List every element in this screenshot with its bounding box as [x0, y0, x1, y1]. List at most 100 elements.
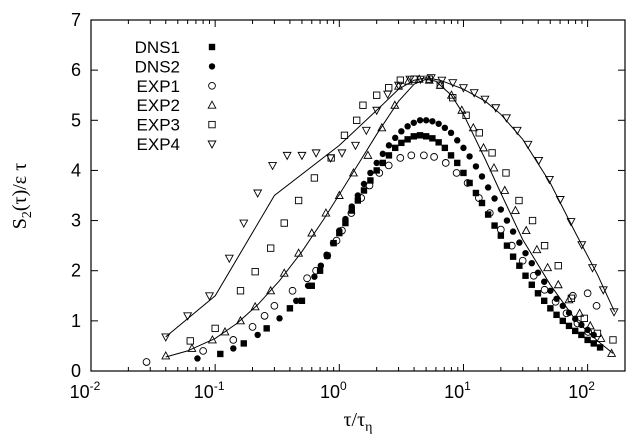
- data-point: [509, 228, 517, 235]
- x-tick-label: 100: [320, 379, 347, 402]
- y-tick-label: 5: [71, 110, 81, 130]
- data-point: [373, 91, 381, 99]
- data-point: [429, 118, 436, 125]
- data-point: [478, 173, 486, 180]
- data-point: [522, 272, 529, 279]
- data-point: [510, 205, 520, 214]
- data-point: [308, 282, 315, 289]
- data-point: [553, 279, 563, 289]
- data-point: [507, 241, 516, 250]
- data-point: [512, 126, 522, 136]
- data-point: [405, 75, 415, 85]
- data-point: [578, 331, 585, 339]
- data-point: [500, 185, 510, 194]
- data-point: [449, 94, 457, 102]
- y-tick-label: 1: [71, 311, 81, 331]
- data-point: [240, 340, 247, 347]
- data-point: [472, 163, 480, 170]
- data-point: [365, 181, 374, 190]
- data-point: [298, 297, 306, 304]
- data-point: [288, 286, 297, 295]
- legend-label: DNS2: [135, 57, 180, 76]
- data-point: [332, 236, 341, 245]
- data-point: [348, 167, 359, 177]
- legend-label: EXP3: [137, 116, 180, 135]
- data-point: [398, 139, 405, 147]
- data-point: [410, 133, 417, 140]
- y-tick-label: 6: [71, 60, 81, 80]
- data-point: [426, 74, 436, 83]
- data-point: [416, 117, 424, 124]
- data-point: [403, 76, 413, 85]
- data-point: [541, 278, 548, 285]
- data-point: [385, 142, 393, 149]
- data-point: [528, 216, 537, 225]
- data-point: [325, 154, 336, 163]
- data-point: [474, 194, 483, 202]
- series-exp2: [161, 74, 617, 360]
- data-point: [435, 139, 442, 146]
- data-point: [307, 228, 317, 237]
- data-point: [321, 208, 331, 217]
- data-point: [575, 308, 585, 317]
- data-point: [462, 111, 470, 119]
- legend-marker: [208, 63, 216, 70]
- data-point: [161, 333, 171, 342]
- data-point: [543, 262, 553, 272]
- data-point: [404, 123, 411, 130]
- data-point: [559, 317, 566, 325]
- data-point: [452, 169, 461, 177]
- data-point: [607, 348, 617, 357]
- data-point: [491, 195, 498, 202]
- data-point: [194, 355, 201, 362]
- data-point: [375, 169, 384, 177]
- data-point: [379, 159, 386, 167]
- data-point: [503, 217, 511, 224]
- data-point: [379, 150, 386, 158]
- data-point: [337, 149, 347, 158]
- fit-curve-1: [165, 78, 614, 358]
- y-axis-label: S2(τ)/ε τ: [9, 163, 35, 229]
- data-point: [457, 105, 467, 114]
- data-point: [529, 271, 538, 280]
- data-point: [251, 268, 259, 276]
- y-tick-label: 3: [71, 211, 81, 231]
- data-point: [266, 285, 276, 295]
- data-point: [469, 89, 479, 98]
- data-point: [522, 249, 529, 257]
- data-point: [585, 320, 595, 330]
- data-point: [424, 75, 434, 84]
- data-point: [484, 211, 492, 218]
- data-point: [565, 309, 573, 317]
- data-point: [540, 241, 549, 250]
- legend-marker: [208, 81, 216, 90]
- data-point: [229, 336, 238, 344]
- data-point: [429, 135, 436, 142]
- data-point: [540, 285, 549, 294]
- x-axis-label: τ/τη: [344, 409, 373, 435]
- data-point: [489, 162, 499, 172]
- data-point: [323, 251, 332, 260]
- x-tick-label: 101: [444, 379, 471, 402]
- x-tick-label: 102: [568, 379, 595, 402]
- data-point: [577, 241, 587, 250]
- data-point: [161, 351, 171, 360]
- data-point: [496, 225, 505, 234]
- data-point: [236, 287, 245, 295]
- data-point: [276, 315, 283, 322]
- data-point: [342, 219, 349, 227]
- data-point: [447, 129, 455, 137]
- data-point: [267, 244, 275, 252]
- data-point: [566, 218, 576, 227]
- data-point: [361, 126, 371, 136]
- data-point: [441, 159, 450, 167]
- legend-label: EXP1: [137, 77, 180, 96]
- data-point: [578, 321, 585, 329]
- data-point: [441, 144, 449, 152]
- data-point: [253, 189, 263, 198]
- data-point: [336, 227, 343, 234]
- data-point: [367, 169, 374, 177]
- data-point: [263, 325, 270, 332]
- data-point: [534, 269, 542, 276]
